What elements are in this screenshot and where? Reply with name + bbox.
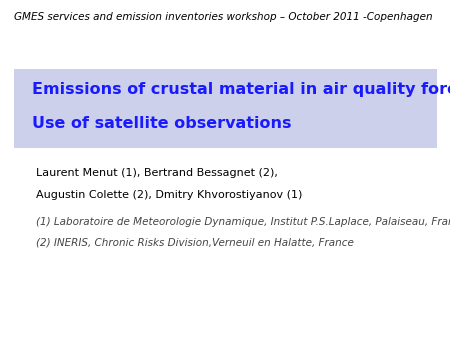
Text: Use of satellite observations: Use of satellite observations: [32, 116, 291, 130]
Text: Laurent Menut (1), Bertrand Bessagnet (2),: Laurent Menut (1), Bertrand Bessagnet (2…: [36, 168, 278, 179]
Text: Augustin Colette (2), Dmitry Khvorostiyanov (1): Augustin Colette (2), Dmitry Khvorostiya…: [36, 190, 302, 201]
FancyBboxPatch shape: [14, 69, 436, 148]
Text: (2) INERIS, Chronic Risks Division,Verneuil en Halatte, France: (2) INERIS, Chronic Risks Division,Verne…: [36, 238, 354, 248]
Text: GMES services and emission inventories workshop – October 2011 -Copenhagen: GMES services and emission inventories w…: [14, 12, 432, 22]
Text: (1) Laboratoire de Meteorologie Dynamique, Institut P.S.Laplace, Palaiseau, Fran: (1) Laboratoire de Meteorologie Dynamiqu…: [36, 217, 450, 227]
Text: Emissions of crustal material in air quality forecast systems:: Emissions of crustal material in air qua…: [32, 82, 450, 97]
